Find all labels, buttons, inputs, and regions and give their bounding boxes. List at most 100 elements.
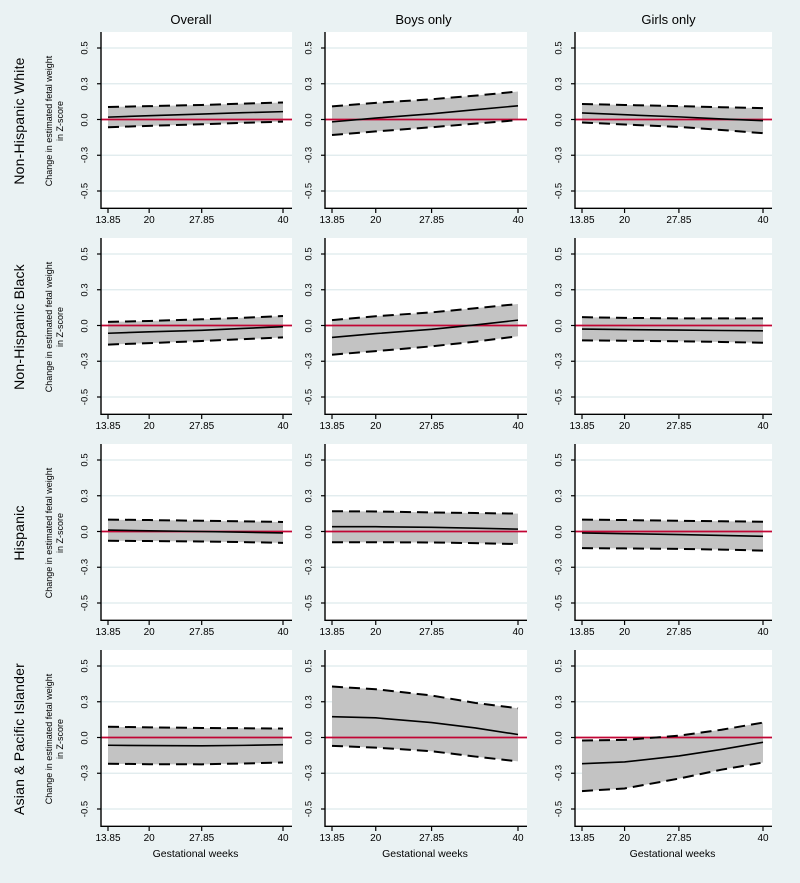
panel: 0.5 0.3 0.0 -0.3 -0.5 13.85 20 27.85 40 bbox=[296, 238, 527, 434]
x-tick-label: 13.85 bbox=[95, 833, 121, 844]
x-tick-label: 20 bbox=[143, 833, 155, 844]
y-tick-label: -0.5 bbox=[553, 182, 565, 200]
x-tick-label: 13.85 bbox=[569, 833, 595, 844]
panel: 0.5 0.3 0.0 -0.3 -0.5 13.85 20 27.85 40 bbox=[546, 444, 772, 640]
lower-ci-dashed-line bbox=[331, 744, 519, 763]
x-tick-label: 20 bbox=[370, 833, 382, 844]
lower-ci-dashed-line bbox=[581, 121, 764, 135]
y-tick-label: 0.5 bbox=[553, 41, 565, 55]
x-axis-tick-labels: 13.85 20 27.85 40 bbox=[319, 832, 527, 846]
upper-ci-dashed-line bbox=[107, 725, 284, 730]
x-axis-tick-labels: 13.85 20 27.85 40 bbox=[569, 420, 772, 434]
y-tick-label: 0.0 bbox=[303, 112, 315, 127]
x-tick-label: 20 bbox=[143, 215, 155, 226]
upper-ci-dashed-line bbox=[107, 314, 284, 323]
x-tick-label: 40 bbox=[277, 627, 289, 638]
y-axis-tick-labels: 0.5 0.3 0.0 -0.3 -0.5 bbox=[296, 444, 320, 621]
x-tick-label: 27.85 bbox=[666, 833, 692, 844]
plot-area bbox=[96, 238, 292, 420]
y-axis-tick-labels: 0.5 0.3 0.0 -0.3 -0.5 bbox=[546, 444, 570, 621]
y-tick-label: 0.0 bbox=[303, 318, 315, 333]
y-tick-label: 0.5 bbox=[79, 659, 91, 673]
y-tick-label: 0.3 bbox=[79, 283, 91, 297]
y-tick-label: -0.5 bbox=[303, 388, 315, 406]
y-tick-label: 0.3 bbox=[553, 695, 565, 709]
column-header-girls-only: Girls only bbox=[641, 11, 696, 27]
upper-ci-dashed-line bbox=[331, 90, 519, 108]
confidence-band bbox=[332, 686, 518, 762]
x-tick-label: 13.85 bbox=[319, 627, 345, 638]
panel: 0.5 0.3 0.0 -0.3 -0.5 13.85 20 27.85 40 Gestation… bbox=[546, 650, 772, 862]
x-tick-label: 40 bbox=[512, 627, 524, 638]
y-axis-title: Change in estimated fetal weight in Z-sc… bbox=[43, 467, 65, 598]
x-tick-label: 20 bbox=[619, 627, 631, 638]
plot-area bbox=[96, 32, 292, 214]
lower-ci-dashed-line bbox=[332, 541, 519, 546]
x-tick-label: 27.85 bbox=[666, 215, 692, 226]
lower-ci-dashed-line bbox=[331, 335, 519, 356]
plot-area bbox=[96, 444, 292, 626]
lower-ci-dashed-line bbox=[107, 539, 284, 544]
x-tick-label: 40 bbox=[512, 215, 524, 226]
y-tick-label: 0.3 bbox=[553, 489, 565, 503]
panel-svg bbox=[321, 238, 527, 419]
x-tick-label: 40 bbox=[757, 627, 769, 638]
panel-svg bbox=[97, 32, 292, 213]
y-tick-label: -0.3 bbox=[79, 765, 91, 782]
x-axis-tick-labels: 13.85 20 27.85 40 bbox=[569, 214, 772, 228]
y-tick-label: 0.3 bbox=[79, 77, 91, 91]
y-tick-label: 0.5 bbox=[303, 41, 315, 55]
y-tick-label: 0.3 bbox=[303, 283, 315, 297]
panel: 0.5 0.3 0.0 -0.3 -0.5 13.85 20 27.85 40 bbox=[296, 444, 527, 640]
y-tick-label: -0.5 bbox=[303, 800, 315, 818]
y-tick-label: 0.5 bbox=[303, 659, 315, 673]
panel-svg bbox=[97, 238, 292, 419]
estimate-line bbox=[581, 328, 764, 332]
y-tick-label: -0.3 bbox=[553, 765, 565, 782]
y-tick-label: 0.5 bbox=[79, 453, 91, 467]
x-tick-label: 27.85 bbox=[666, 627, 692, 638]
y-tick-label: 0.0 bbox=[303, 730, 315, 745]
x-tick-label: 27.85 bbox=[419, 833, 445, 844]
chart-row-non-hispanic-white: Non-Hispanic White Change in estimated f… bbox=[0, 32, 800, 228]
x-tick-label: 27.85 bbox=[666, 421, 692, 432]
column-header-overall: Overall bbox=[170, 11, 212, 27]
x-tick-label: 13.85 bbox=[319, 833, 345, 844]
y-axis-title: Change in estimated fetal weight in Z-sc… bbox=[43, 55, 65, 186]
upper-ci-dashed-line bbox=[331, 510, 519, 515]
y-tick-label: 0.0 bbox=[303, 524, 315, 539]
lower-ci-dashed-line bbox=[107, 761, 284, 766]
plot-area bbox=[570, 444, 772, 626]
y-tick-label: 0.0 bbox=[553, 730, 565, 745]
x-axis-title: Gestational weeks bbox=[152, 848, 239, 860]
row-label: Non-Hispanic White bbox=[11, 56, 27, 185]
y-tick-label: -0.5 bbox=[79, 388, 91, 406]
x-tick-label: 20 bbox=[370, 215, 382, 226]
panel-svg bbox=[321, 650, 527, 831]
plot-area bbox=[570, 238, 772, 420]
x-tick-label: 27.85 bbox=[189, 833, 215, 844]
x-tick-label: 40 bbox=[512, 833, 524, 844]
estimate-line bbox=[331, 319, 519, 339]
x-tick-label: 27.85 bbox=[419, 627, 445, 638]
estimate-line bbox=[581, 741, 764, 765]
x-tick-label: 20 bbox=[370, 421, 382, 432]
x-axis-tick-labels: 13.85 20 27.85 40 bbox=[95, 626, 292, 640]
x-tick-label: 13.85 bbox=[319, 421, 345, 432]
upper-ci-dashed-line bbox=[581, 316, 763, 320]
upper-ci-dashed-line bbox=[331, 685, 519, 710]
y-tick-label: 0.0 bbox=[553, 524, 565, 539]
column-header-boys-only: Boys only bbox=[395, 11, 452, 27]
y-axis-tick-labels: 0.5 0.3 0.0 -0.3 -0.5 bbox=[546, 238, 570, 415]
upper-ci-dashed-line bbox=[331, 303, 519, 322]
y-tick-label: -0.5 bbox=[553, 800, 565, 818]
estimate-line bbox=[581, 532, 764, 538]
panel-svg bbox=[97, 650, 292, 831]
x-tick-label: 13.85 bbox=[319, 215, 345, 226]
y-tick-label: -0.3 bbox=[79, 353, 91, 370]
x-axis-tick-labels: 13.85 20 27.85 40 bbox=[95, 420, 292, 434]
y-axis-tick-labels: 0.5 0.3 0.0 -0.3 -0.5 bbox=[296, 650, 320, 827]
chart-row-non-hispanic-black: Non-Hispanic Black Change in estimated f… bbox=[0, 238, 800, 434]
y-tick-label: 0.0 bbox=[79, 318, 91, 333]
x-tick-label: 40 bbox=[757, 833, 769, 844]
